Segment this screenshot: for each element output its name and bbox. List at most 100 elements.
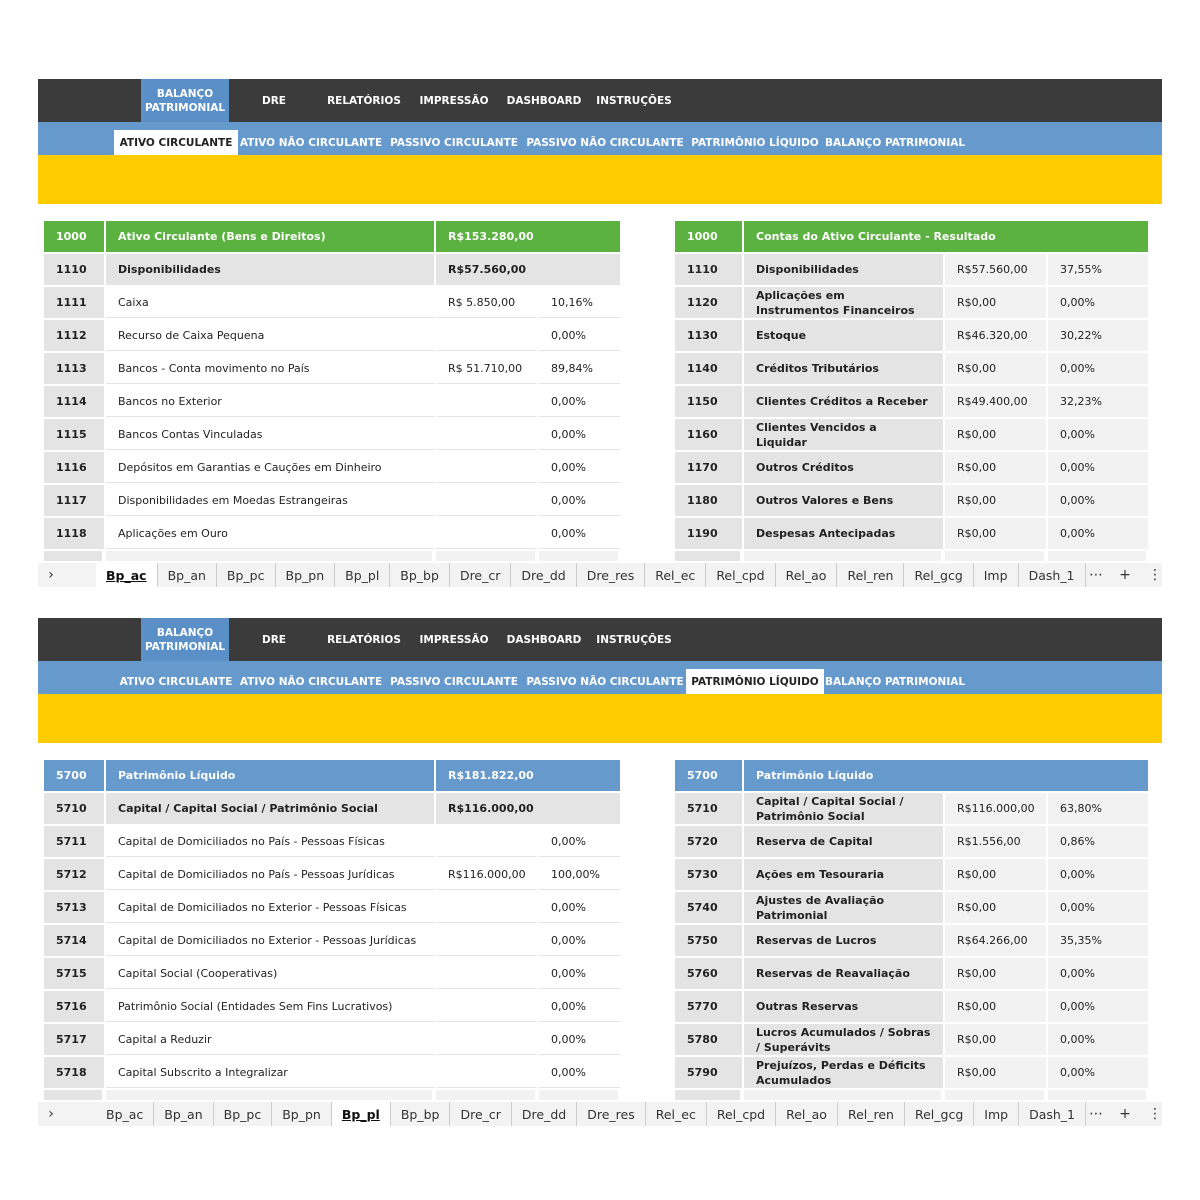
main-tab[interactable]: RELATÓRIOS (327, 633, 401, 646)
more-sheets[interactable]: ⋯ (1089, 1106, 1103, 1122)
main-tab[interactable]: DASHBOARD (506, 94, 582, 107)
sheet-nav[interactable]: › (48, 1106, 54, 1122)
sheet-tab[interactable]: Bp_bp (391, 1102, 451, 1126)
sheet-tab[interactable]: Bp_pc (217, 563, 276, 587)
sub-tab[interactable]: BALANÇO PATRIMONIAL (824, 675, 966, 688)
sheet-tab[interactable]: Rel_ao (776, 563, 838, 587)
account-code: 1150 (675, 386, 742, 417)
sheet-tab[interactable]: Rel_gcg (904, 563, 974, 587)
account-code: 5718 (44, 1057, 104, 1088)
sub-tab[interactable]: ATIVO NÃO CIRCULANTE (239, 675, 383, 688)
add-sheet[interactable]: + (1119, 567, 1131, 583)
sheet-tab-bar (38, 563, 1162, 587)
sheet-tab[interactable]: Dash_1 (1019, 563, 1086, 587)
sub-tab[interactable]: PASSIVO CIRCULANTE (390, 136, 518, 149)
account-value: R$ 5.850,00 (436, 287, 537, 318)
account-name: Lucros Acumulados / Sobras / Superávits (744, 1024, 943, 1055)
header-code: 5700 (44, 760, 104, 791)
row-stub (744, 1090, 941, 1100)
account-value: R$46.320,00 (945, 320, 1046, 351)
sheet-tab[interactable]: Rel_ren (837, 563, 905, 587)
account-value: R$64.266,00 (945, 925, 1046, 956)
sheet-tab[interactable]: Rel_gcg (905, 1102, 975, 1126)
sub-tab[interactable]: PATRIMÔNIO LÍQUIDO (686, 669, 824, 694)
account-value (436, 991, 537, 1022)
account-code: 1116 (44, 452, 104, 483)
main-tab[interactable]: IMPRESSÃO (419, 633, 489, 646)
account-code: 5715 (44, 958, 104, 989)
sheet-tab[interactable]: Dre_dd (512, 1102, 578, 1126)
account-code: 5760 (675, 958, 742, 989)
account-value (436, 892, 537, 923)
sub-tab[interactable]: PASSIVO CIRCULANTE (390, 675, 518, 688)
sub-tab[interactable]: PASSIVO NÃO CIRCULANTE (526, 675, 684, 688)
sub-tab[interactable]: ATIVO CIRCULANTE (119, 675, 233, 688)
sheet-tab[interactable]: Bp_an (154, 1102, 214, 1126)
sheet-tab[interactable]: Rel_ren (838, 1102, 905, 1126)
sub-tab[interactable]: ATIVO CIRCULANTE (114, 130, 238, 155)
sheet-tab[interactable]: Bp_pn (276, 563, 336, 587)
account-value: R$0,00 (945, 859, 1046, 890)
sheet-tab[interactable]: Bp_pl (331, 1102, 391, 1126)
sheet-tab[interactable]: Dre_res (577, 563, 646, 587)
sheet-tab[interactable]: Bp_ac (96, 563, 158, 587)
sheet-tab[interactable]: Dre_cr (450, 1102, 512, 1126)
sheet-tab[interactable]: Dre_res (577, 1102, 646, 1126)
account-value: R$49.400,00 (945, 386, 1046, 417)
sheet-tab[interactable]: Bp_bp (390, 563, 450, 587)
account-name: Créditos Tributários (744, 353, 943, 384)
sheet-menu[interactable]: ⋮ (1148, 567, 1162, 583)
account-pct: 0,00% (539, 1024, 620, 1055)
sheet-tab[interactable]: Rel_ec (646, 1102, 707, 1126)
account-code: 1117 (44, 485, 104, 516)
sheet-tab[interactable]: Bp_pn (272, 1102, 332, 1126)
sheet-tab[interactable]: Dre_cr (450, 563, 512, 587)
add-sheet[interactable]: + (1119, 1106, 1131, 1122)
account-value: R$0,00 (945, 1024, 1046, 1055)
sub-tab[interactable]: BALANÇO PATRIMONIAL (824, 136, 966, 149)
row-stub (436, 1090, 535, 1100)
sheet-tab[interactable]: Imp (974, 1102, 1020, 1126)
main-tab[interactable]: BALANÇO PATRIMONIAL (141, 79, 229, 122)
account-code: 5711 (44, 826, 104, 857)
sheet-tab[interactable]: Rel_ec (645, 563, 707, 587)
sheet-nav[interactable]: › (48, 567, 54, 583)
main-tab[interactable]: RELATÓRIOS (327, 94, 401, 107)
main-tab[interactable]: DRE (262, 94, 286, 107)
main-tab[interactable]: BALANÇO PATRIMONIAL (141, 618, 229, 661)
account-name: Patrimônio Social (Entidades Sem Fins Lu… (106, 991, 434, 1022)
account-code: 1112 (44, 320, 104, 351)
sheet-tab[interactable]: Rel_cpd (706, 563, 776, 587)
sheet-tab[interactable]: Bp_an (158, 563, 217, 587)
account-pct: 0,00% (539, 826, 620, 857)
account-value: R$0,00 (945, 1057, 1046, 1088)
sheet-tab[interactable]: Bp_pc (214, 1102, 273, 1126)
main-tab[interactable]: DRE (262, 633, 286, 646)
sub-tab[interactable]: PASSIVO NÃO CIRCULANTE (526, 136, 684, 149)
sheet-tab[interactable]: Rel_cpd (707, 1102, 777, 1126)
sheet-menu[interactable]: ⋮ (1148, 1106, 1162, 1122)
more-sheets[interactable]: ⋯ (1089, 567, 1103, 583)
sheet-tab[interactable]: Dash_1 (1019, 1102, 1087, 1126)
account-value: R$0,00 (945, 485, 1046, 516)
main-tab[interactable]: INSTRUÇÕES (596, 94, 672, 107)
header-code: 1000 (44, 221, 104, 252)
sub-tab[interactable]: PATRIMÔNIO LÍQUIDO (691, 136, 819, 149)
account-name: Caixa (106, 287, 434, 318)
main-tab[interactable]: DASHBOARD (506, 633, 582, 646)
sheet-tab[interactable]: Bp_pl (335, 563, 391, 587)
account-name: Bancos no Exterior (106, 386, 434, 417)
account-name: Clientes Créditos a Receber (744, 386, 943, 417)
main-tab[interactable]: IMPRESSÃO (419, 94, 489, 107)
sheet-tab[interactable]: Imp (974, 563, 1019, 587)
account-name: Reserva de Capital (744, 826, 943, 857)
account-pct: 0,00% (539, 892, 620, 923)
main-tab[interactable]: INSTRUÇÕES (596, 633, 672, 646)
sheet-tab[interactable]: Rel_ao (776, 1102, 838, 1126)
sub-tab[interactable]: ATIVO NÃO CIRCULANTE (239, 136, 383, 149)
account-value: R$0,00 (945, 353, 1046, 384)
sheet-tab[interactable]: Dre_dd (511, 563, 577, 587)
header-value: R$181.822,00 (436, 760, 620, 791)
sheet-tab[interactable]: Bp_ac (96, 1102, 155, 1126)
